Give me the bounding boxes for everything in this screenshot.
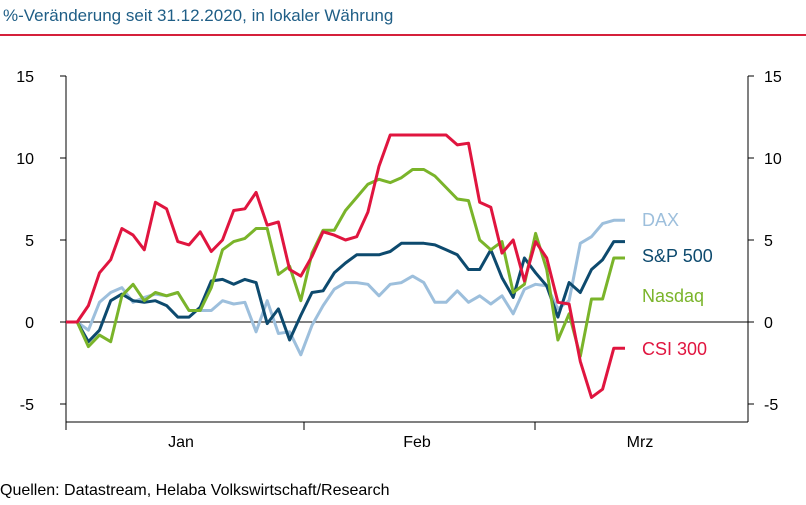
series-label-s-p-500: S&P 500 [642,246,713,266]
y-tick-label-right: 15 [764,69,782,86]
y-tick-label-left: 10 [16,151,34,168]
y-tick-label-left: -5 [20,397,34,414]
chart-axes: 15 15 10 10 5 5 0 0 -5 -5 Jan Feb Mrz [16,69,782,451]
series-label-csi-300: CSI 300 [642,339,707,359]
series-line-csi-300 [66,133,625,399]
y-tick-label-left: 0 [25,315,34,332]
y-tick-label-right: -5 [764,397,778,414]
x-tick-label: Jan [168,434,194,451]
title-divider [0,34,806,36]
y-tick-label-right: 10 [764,151,782,168]
source-note: Quellen: Datastream, Helaba Volkswirtsch… [0,482,390,499]
series-label-nasdaq: Nasdaq [642,286,704,306]
x-tick-label: Feb [403,434,431,451]
line-chart: 15 15 10 10 5 5 0 0 -5 -5 Jan Feb Mrz DAX S&P 500 Nasd… [16,69,782,451]
chart-lines [66,133,625,399]
y-tick-label-right: 0 [764,315,773,332]
x-tick-label: Mrz [627,434,654,451]
y-tick-label-right: 5 [764,233,773,250]
y-tick-label-left: 15 [16,69,34,86]
y-tick-label-left: 5 [25,233,34,250]
series-line-s-p-500 [66,240,625,344]
chart-title: %-Veränderung seit 31.12.2020, in lokale… [3,6,394,25]
chart-series-labels: DAX S&P 500 Nasdaq CSI 300 [642,210,713,359]
series-label-dax: DAX [642,210,679,230]
